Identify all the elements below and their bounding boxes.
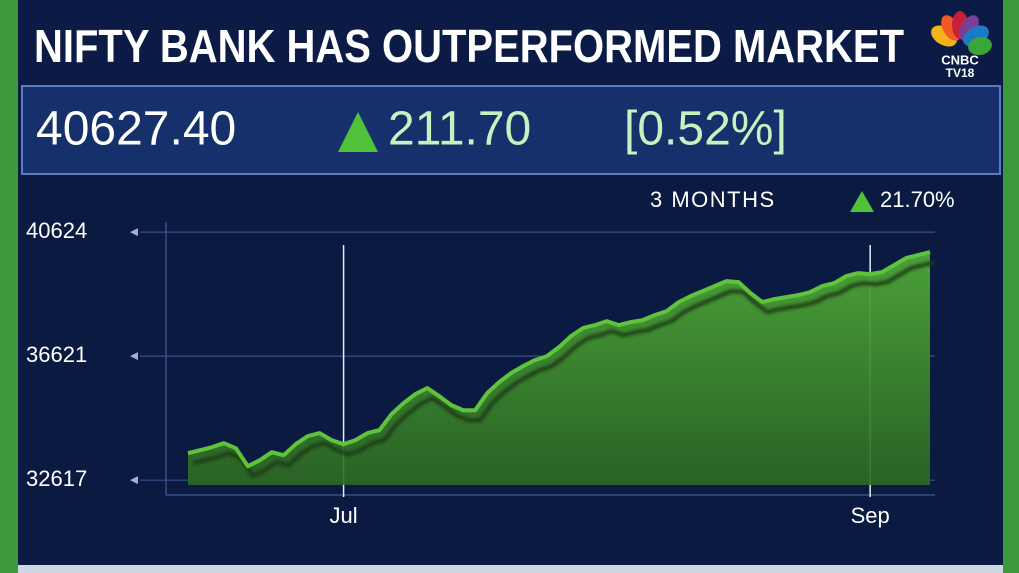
period-change: 21.70% xyxy=(880,187,955,212)
line xyxy=(187,250,931,469)
y-tick-label: 32617 xyxy=(26,466,87,491)
y-tick-pointer xyxy=(130,352,138,361)
logo-text: TV18 xyxy=(946,66,975,80)
logo-feather xyxy=(968,36,992,56)
frame-left xyxy=(0,0,18,573)
y-tick-label: 36621 xyxy=(26,342,87,367)
logo-text: CNBC xyxy=(941,52,979,67)
frame-right xyxy=(1003,0,1019,573)
x-tick-label: Jul xyxy=(330,503,358,528)
price: 40627.40 xyxy=(36,103,236,156)
headline: NIFTY BANK HAS OUTPERFORMED MARKET xyxy=(34,20,904,72)
change: 211.70 xyxy=(388,103,531,156)
quote-box xyxy=(21,85,1001,175)
period-arrow xyxy=(850,191,874,212)
x-tick-label: Sep xyxy=(851,503,890,528)
area xyxy=(188,252,930,485)
period: 3 MONTHS xyxy=(650,187,776,212)
y-tick-pointer xyxy=(130,228,138,237)
y-tick-pointer xyxy=(130,476,138,485)
frame-bottom xyxy=(18,565,1003,573)
logo: CNBC TV18 xyxy=(931,11,992,80)
up-arrow xyxy=(338,112,378,152)
y-tick-label: 40624 xyxy=(26,218,87,243)
change-percent: [0.52%] xyxy=(624,103,787,156)
